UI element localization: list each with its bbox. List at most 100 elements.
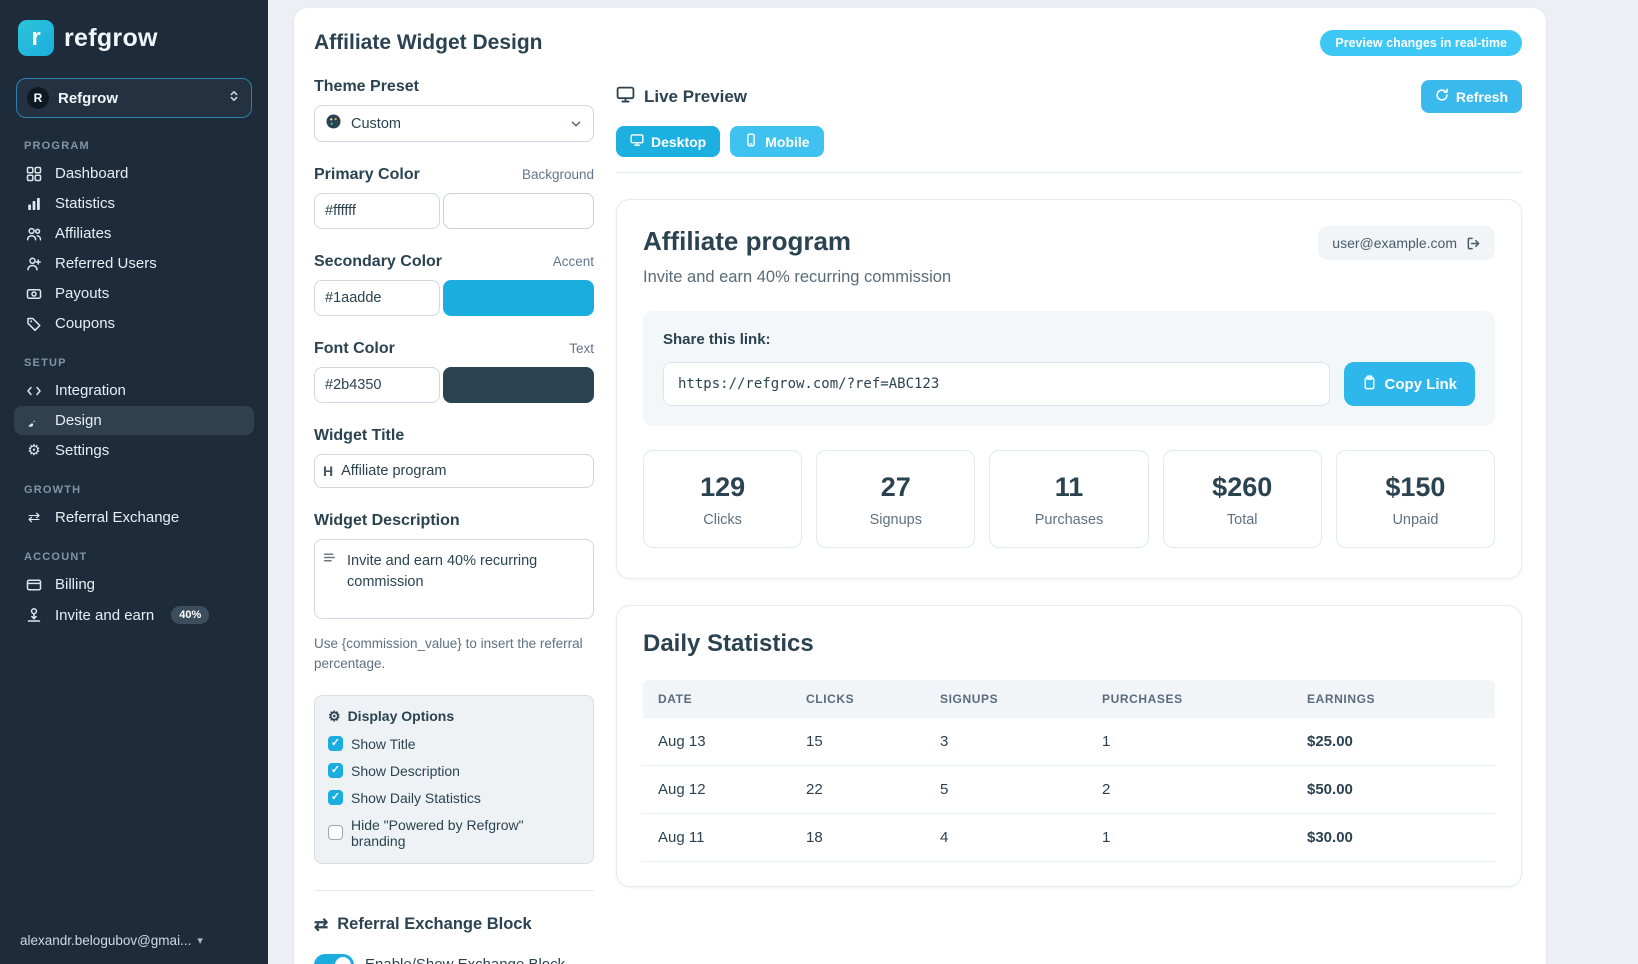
secondary-color-input[interactable] — [314, 280, 440, 316]
phone-icon — [744, 133, 758, 150]
widget-description-input[interactable]: Invite and earn 40% recurring commission — [314, 539, 594, 619]
font-color-input[interactable] — [314, 367, 440, 403]
cell-clicks: 15 — [806, 733, 823, 750]
stat-value: $260 — [1212, 472, 1273, 502]
hide-branding-checkbox[interactable] — [328, 825, 343, 840]
preview-header: Live Preview Refresh — [616, 80, 1522, 113]
device-tab-mobile[interactable]: Mobile — [730, 126, 824, 157]
sidebar-item-affiliates[interactable]: Affiliates — [14, 219, 254, 248]
invite-icon — [24, 607, 44, 623]
refresh-button[interactable]: Refresh — [1420, 80, 1522, 113]
section-title-setup: SETUP — [24, 357, 67, 369]
show-daily-statistics-checkbox[interactable] — [328, 790, 343, 805]
stat-value: 11 — [1054, 472, 1084, 502]
option-show-daily-statistics[interactable]: Show Daily Statistics — [328, 790, 580, 806]
sidebar-item-integration[interactable]: Integration — [14, 376, 254, 405]
primary-color-input[interactable] — [314, 193, 440, 229]
sidebar-item-billing[interactable]: Billing — [14, 570, 254, 599]
chevron-down-icon: ▾ — [197, 935, 203, 947]
cell-purchases: 2 — [1102, 781, 1111, 798]
refresh-label: Refresh — [1455, 88, 1508, 105]
refgrow-logo-icon: r — [18, 20, 54, 56]
section-title-program: PROGRAM — [24, 140, 90, 152]
sidebar-item-label: Integration — [55, 382, 126, 399]
user-email-pill[interactable]: user@example.com — [1318, 226, 1495, 260]
theme-preset-label-row: Theme Preset — [314, 78, 594, 96]
account-menu[interactable]: alexandr.belogubov@gmai... ▾ — [14, 925, 254, 950]
sidebar-item-label: Design — [55, 412, 102, 429]
column-header-date: DATE — [658, 692, 693, 706]
secondary-color-sublabel: Accent — [552, 254, 594, 269]
logout-icon[interactable] — [1466, 236, 1481, 251]
cell-clicks: 18 — [806, 829, 823, 846]
widget-stats-row: 129 Clicks 27 Signups 11 Purchases — [643, 450, 1496, 548]
sidebar-item-label: Invite and earn — [55, 606, 155, 624]
cell-date: Aug 11 — [658, 829, 705, 846]
display-options-title-row: ⚙ Display Options — [328, 708, 580, 725]
secondary-color-swatch[interactable] — [443, 280, 594, 316]
code-icon — [24, 383, 44, 399]
chevron-down-icon — [569, 117, 583, 131]
cell-date: Aug 12 — [658, 781, 706, 798]
exchange-toggle[interactable] — [314, 953, 354, 964]
sidebar-item-referral-exchange[interactable]: ⇄ Referral Exchange — [14, 503, 254, 532]
table-row: Aug 11 18 4 1 $30.00 — [643, 814, 1495, 862]
sidebar-item-label: Coupons — [55, 315, 116, 332]
main-area: Affiliate Widget Design Preview changes … — [268, 0, 1638, 964]
option-label: Hide "Powered by Refgrow" branding — [351, 816, 524, 849]
referral-link-input[interactable] — [663, 362, 1331, 406]
sidebar-item-referred-users[interactable]: Referred Users — [14, 249, 254, 278]
table-row: Aug 13 15 3 1 $25.00 — [643, 718, 1495, 766]
widget-title-input[interactable] — [341, 463, 585, 479]
exchange-icon: ⇄ — [27, 509, 41, 526]
device-tabs: Desktop Mobile — [616, 126, 1522, 157]
font-color-swatch[interactable] — [443, 367, 594, 403]
option-hide-branding[interactable]: Hide "Powered by Refgrow" branding — [328, 817, 580, 849]
secondary-color-label-row: Secondary Color Accent — [314, 253, 594, 271]
sidebar-item-design[interactable]: Design — [14, 406, 254, 435]
widget-title-group: H — [314, 454, 594, 488]
sidebar-item-payouts[interactable]: Payouts — [14, 279, 254, 308]
sidebar-item-settings[interactable]: ⚙ Settings — [14, 436, 254, 465]
primary-color-label-row: Primary Color Background — [314, 166, 594, 184]
display-options-title: Display Options — [347, 708, 455, 724]
device-tab-label: Desktop — [651, 133, 707, 150]
program-selector[interactable]: R Refgrow — [16, 78, 252, 118]
dashboard-icon — [24, 166, 44, 182]
display-options-panel: ⚙ Display Options Show Title Show Descri… — [314, 694, 594, 864]
device-tab-desktop[interactable]: Desktop — [616, 126, 721, 157]
stat-value: $150 — [1385, 472, 1446, 502]
widget-description-label: Widget Description — [314, 512, 460, 529]
text-lines-icon — [323, 551, 336, 569]
sidebar-item-coupons[interactable]: Coupons — [14, 309, 254, 338]
payouts-icon — [24, 286, 44, 302]
sidebar-item-label: Referral Exchange — [55, 509, 180, 526]
exchange-toggle-row[interactable]: Enable/Show Exchange Block — [314, 953, 594, 964]
option-show-title[interactable]: Show Title — [328, 736, 580, 752]
show-description-checkbox[interactable] — [328, 763, 343, 778]
statistics-icon — [24, 196, 44, 212]
widget-title-label-row: Widget Title — [314, 427, 594, 445]
monitor-icon — [630, 133, 644, 150]
device-tab-label: Mobile — [765, 133, 810, 150]
cell-date: Aug 13 — [658, 733, 706, 750]
cell-signups: 3 — [940, 733, 949, 750]
sidebar-item-statistics[interactable]: Statistics — [14, 189, 254, 218]
show-title-checkbox[interactable] — [328, 736, 343, 751]
primary-color-swatch[interactable] — [443, 193, 594, 229]
secondary-color-label: Secondary Color — [314, 253, 443, 270]
option-label: Show Description — [351, 762, 460, 779]
option-show-description[interactable]: Show Description — [328, 763, 580, 779]
sidebar-item-label: Dashboard — [55, 165, 129, 182]
sidebar-item-dashboard[interactable]: Dashboard — [14, 159, 254, 188]
exchange-icon: ⇄ — [314, 914, 329, 934]
sidebar-item-label: Affiliates — [55, 225, 112, 242]
copy-link-button[interactable]: Copy Link — [1344, 362, 1475, 406]
copy-link-label: Copy Link — [1384, 375, 1457, 393]
font-color-label-row: Font Color Text — [314, 340, 594, 358]
sidebar-item-invite-and-earn[interactable]: Invite and earn 40% — [14, 600, 254, 630]
theme-preset-select[interactable]: Custom — [314, 105, 594, 142]
widget-settings-form: Theme Preset Custom Primary Color Backgr… — [314, 76, 594, 964]
referred-users-icon — [24, 256, 44, 272]
